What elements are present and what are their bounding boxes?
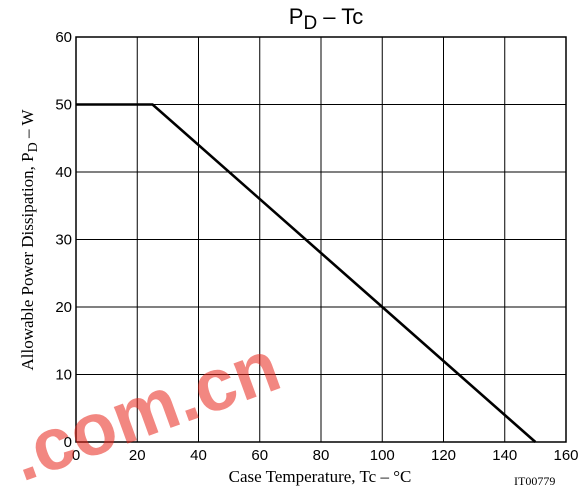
x-tick-label: 40 — [190, 447, 207, 464]
ylabel-rest: – W — [18, 109, 37, 143]
figure-code: IT00779 — [514, 474, 555, 488]
title-main: P — [289, 4, 304, 29]
x-tick-label: 80 — [313, 447, 330, 464]
ylabel-sub: D — [26, 142, 41, 152]
y-tick-label: 20 — [55, 299, 72, 316]
title-rest: – Tc — [317, 4, 363, 29]
y-tick-label: 30 — [55, 232, 72, 249]
y-tick-label: 60 — [55, 29, 72, 46]
y-tick-label: 10 — [55, 367, 72, 384]
chart-title: PD – Tc — [289, 4, 363, 34]
x-tick-label: 160 — [553, 447, 578, 464]
series-line — [76, 103, 537, 443]
x-axis-label: Case Temperature, Tc – °C — [229, 467, 412, 486]
y-tick-labels: 0 10 20 30 40 50 60 — [55, 29, 72, 451]
plot-frame — [75, 36, 567, 443]
x-tick-labels: 0 20 40 60 80 100 120 140 160 — [72, 447, 579, 464]
title-sub: D — [303, 13, 317, 34]
y-tick-label: 40 — [55, 164, 72, 181]
x-tick-label: 0 — [72, 447, 80, 464]
ylabel-main: Allowable Power Dissipation, P — [18, 152, 37, 370]
x-tick-label: 60 — [251, 447, 268, 464]
x-tick-label: 20 — [129, 447, 146, 464]
y-axis-label: Allowable Power Dissipation, PD – W — [18, 109, 41, 371]
x-tick-label: 100 — [370, 447, 395, 464]
x-tick-label: 140 — [492, 447, 517, 464]
x-tick-label: 120 — [431, 447, 456, 464]
y-tick-label: 0 — [64, 434, 72, 451]
grid — [75, 36, 567, 443]
y-tick-label: 50 — [55, 97, 72, 114]
